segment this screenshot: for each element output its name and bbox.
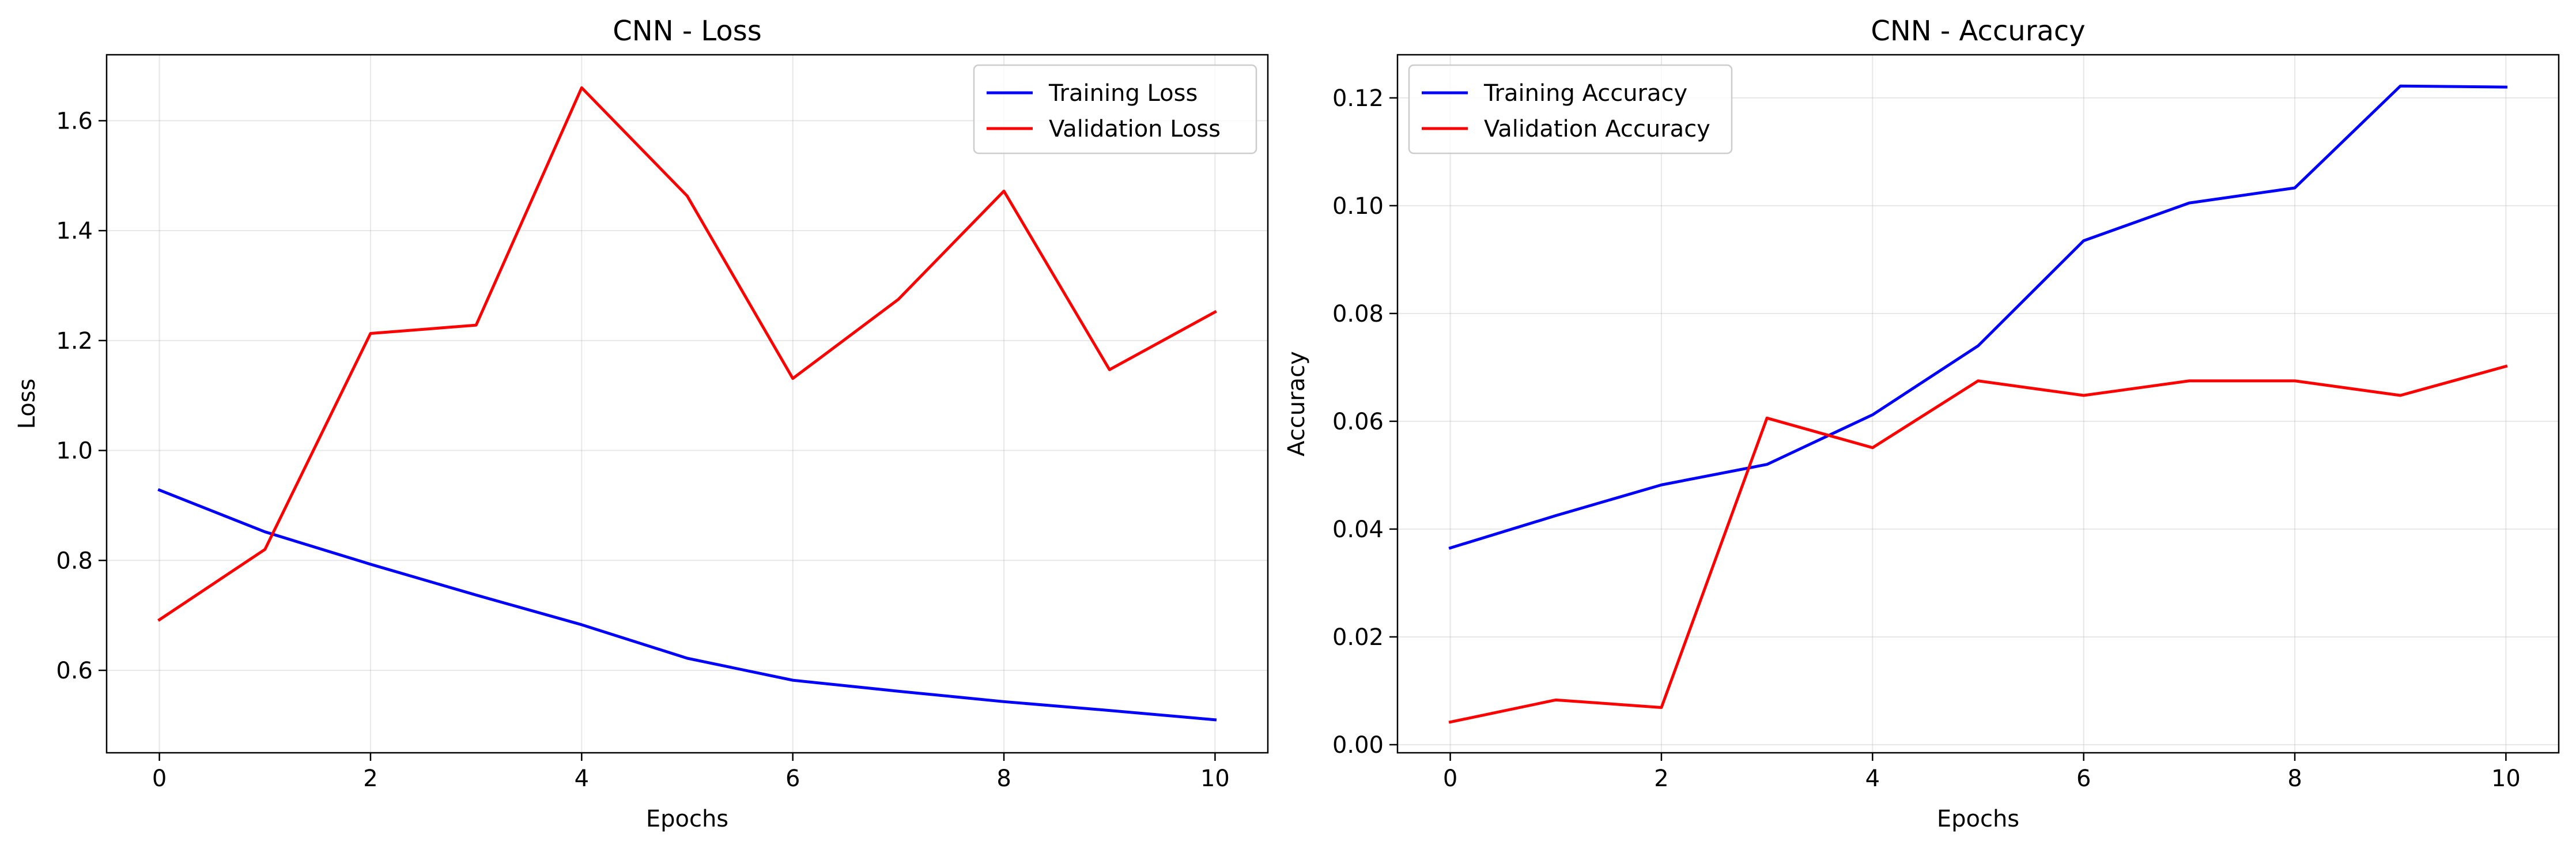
y-tick-label: 0.12 (1332, 85, 1384, 112)
x-tick-label: 4 (1865, 765, 1880, 792)
x-tick-label: 10 (2491, 765, 2521, 792)
x-tick-label: 0 (152, 765, 167, 792)
x-axis-label: Epochs (1937, 806, 2019, 832)
legend-label: Validation Loss (1049, 116, 1221, 142)
series-line-validation-loss (157, 86, 1217, 622)
axes-frame (105, 54, 1269, 754)
loss-chart: 0 2 4 6 8 10 0.6 0.8 1.0 1.2 1.4 1.6 CNN - Loss Epoch… (14, 15, 1269, 832)
x-tick-label: 4 (575, 765, 589, 792)
y-tick-label: 0.10 (1332, 193, 1384, 220)
x-axis-label: Epochs (646, 806, 728, 832)
legend-box (1408, 64, 1733, 154)
x-tick-label: 10 (1200, 765, 1230, 792)
x-tick-label: 8 (2287, 765, 2302, 792)
y-tick-label: 0.04 (1332, 516, 1384, 543)
y-tick-label: 0.08 (1332, 301, 1384, 327)
legend: Training Loss Validation Loss (973, 64, 1257, 154)
axes-frame (1396, 54, 2560, 754)
y-tick-label: 1.0 (56, 438, 93, 465)
series-line-training-accuracy (1448, 84, 2507, 550)
chart-title: CNN - Loss (613, 15, 761, 47)
x-tick-label: 2 (363, 765, 377, 792)
y-tick-label: 0.06 (1332, 409, 1384, 435)
y-axis-label: Accuracy (1283, 351, 1310, 457)
legend-label: Training Loss (1048, 80, 1198, 107)
y-tick-label: 0.02 (1332, 624, 1384, 651)
chart-title: CNN - Accuracy (1871, 15, 2085, 47)
legend: Training Accuracy Validation Accuracy (1408, 64, 1733, 154)
y-tick-label: 0.8 (56, 548, 93, 574)
series-line-validation-accuracy (1448, 364, 2508, 724)
y-tick-label: 0.00 (1332, 732, 1384, 759)
accuracy-chart: 0 2 4 6 8 10 0.00 0.02 0.04 0.06 0.08 0.10 0.12 CNN -… (1283, 15, 2560, 832)
legend-label: Training Accuracy (1483, 80, 1687, 107)
y-tick-label: 1.6 (56, 108, 93, 134)
y-tick-label: 1.4 (56, 218, 93, 244)
x-tick-label: 6 (2076, 765, 2091, 792)
series-line-training-loss (157, 488, 1217, 722)
y-tick-label: 0.6 (56, 658, 93, 684)
legend-label: Validation Accuracy (1484, 116, 1710, 142)
legend-box (973, 64, 1257, 154)
x-tick-label: 2 (1654, 765, 1668, 792)
x-tick-label: 8 (996, 765, 1011, 792)
y-tick-label: 1.2 (56, 328, 93, 354)
x-tick-label: 0 (1443, 765, 1457, 792)
x-tick-label: 6 (785, 765, 800, 792)
y-axis-label: Loss (14, 379, 40, 429)
